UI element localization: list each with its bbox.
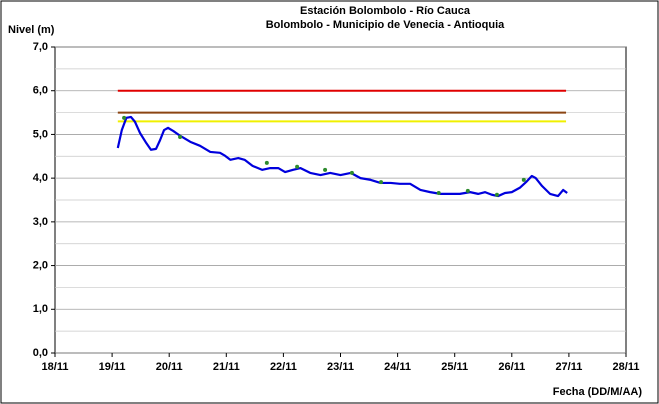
- observation-point: [295, 164, 300, 169]
- x-tick-label: 20/11: [156, 361, 183, 373]
- x-tick-label: 26/11: [498, 361, 525, 373]
- y-tick-label: 1,0: [33, 303, 48, 315]
- y-tick-label: 0,0: [33, 347, 48, 359]
- y-axis-label: Nivel (m): [8, 24, 55, 36]
- x-tick-label: 18/11: [42, 361, 69, 373]
- observation-point: [178, 135, 183, 140]
- y-tick-label: 3,0: [33, 216, 48, 228]
- observation-point: [465, 188, 470, 193]
- x-tick-label: 27/11: [555, 361, 582, 373]
- y-tick-label: 5,0: [33, 128, 48, 140]
- x-tick-label: 28/11: [613, 361, 640, 373]
- y-tick-label: 4,0: [33, 172, 48, 184]
- x-tick-label: 22/11: [270, 361, 297, 373]
- y-tick-label: 2,0: [33, 259, 48, 271]
- y-tick-label: 6,0: [33, 85, 48, 97]
- x-tick-label: 21/11: [213, 361, 240, 373]
- observation-point: [122, 115, 127, 120]
- observation-point: [436, 191, 441, 196]
- chart-subtitle: Bolombolo - Municipio de Venecia - Antio…: [266, 19, 505, 31]
- x-tick-label: 25/11: [441, 361, 468, 373]
- observation-point: [379, 180, 384, 185]
- observation-point: [521, 177, 526, 182]
- x-tick-label: 24/11: [384, 361, 411, 373]
- x-tick-label: 19/11: [99, 361, 126, 373]
- x-axis-label: Fecha (DD/M/AA): [553, 386, 643, 398]
- chart-title: Estación Bolombolo - Río Cauca: [300, 5, 471, 17]
- observation-point: [494, 192, 499, 197]
- level-line: [116, 115, 568, 198]
- y-tick-label: 7,0: [33, 41, 48, 53]
- observation-point: [349, 170, 354, 175]
- x-tick-label: 23/11: [327, 361, 354, 373]
- observation-point: [323, 167, 328, 172]
- observation-point: [264, 160, 269, 165]
